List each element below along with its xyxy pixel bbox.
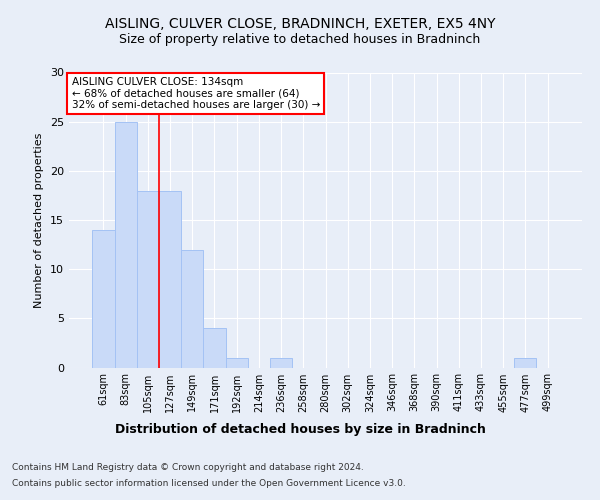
Text: Size of property relative to detached houses in Bradninch: Size of property relative to detached ho… — [119, 32, 481, 46]
Bar — [270, 358, 292, 368]
Bar — [181, 250, 203, 368]
Bar — [203, 328, 226, 368]
Bar — [115, 122, 137, 368]
Text: AISLING CULVER CLOSE: 134sqm
← 68% of detached houses are smaller (64)
32% of se: AISLING CULVER CLOSE: 134sqm ← 68% of de… — [71, 77, 320, 110]
Bar — [159, 190, 181, 368]
Text: AISLING, CULVER CLOSE, BRADNINCH, EXETER, EX5 4NY: AISLING, CULVER CLOSE, BRADNINCH, EXETER… — [105, 18, 495, 32]
Text: Contains HM Land Registry data © Crown copyright and database right 2024.: Contains HM Land Registry data © Crown c… — [12, 462, 364, 471]
Bar — [92, 230, 115, 368]
Bar — [137, 190, 159, 368]
Bar — [226, 358, 248, 368]
Text: Distribution of detached houses by size in Bradninch: Distribution of detached houses by size … — [115, 422, 485, 436]
Text: Contains public sector information licensed under the Open Government Licence v3: Contains public sector information licen… — [12, 479, 406, 488]
Bar — [514, 358, 536, 368]
Y-axis label: Number of detached properties: Number of detached properties — [34, 132, 44, 308]
